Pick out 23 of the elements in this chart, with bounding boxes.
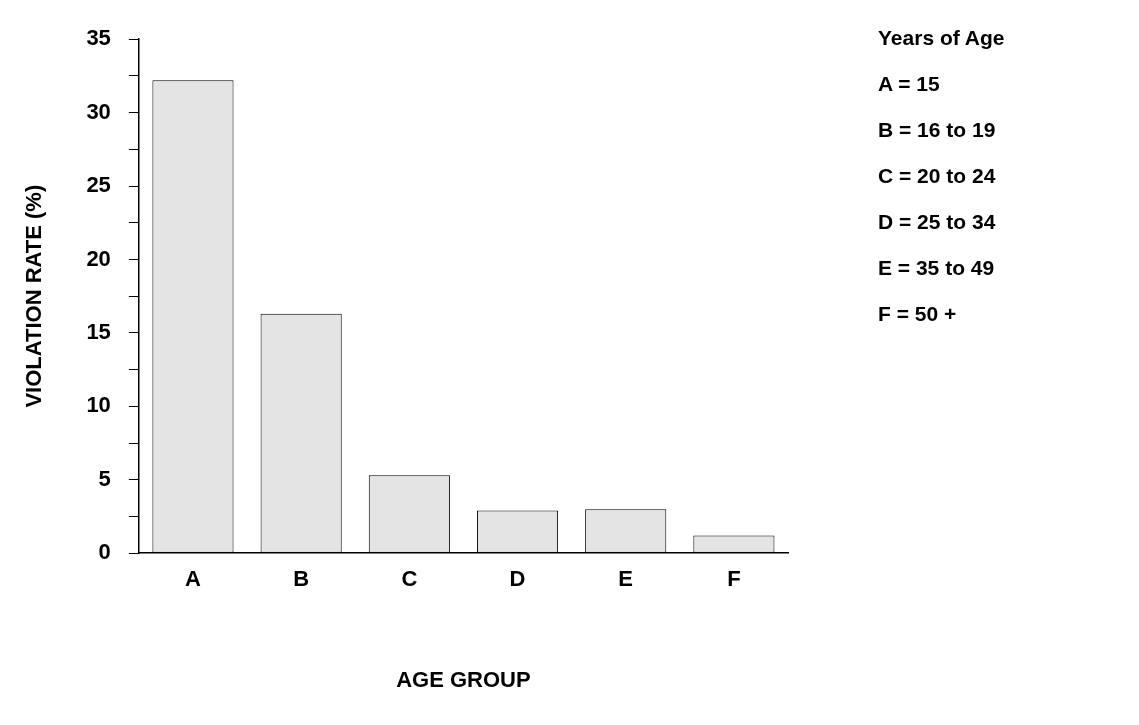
x-tick-label: C: [401, 566, 418, 592]
x-tick-label: E: [618, 566, 634, 592]
text: A = 15: [878, 72, 941, 96]
x-axis-title: AGE GROUP: [396, 666, 531, 692]
text: Years of Age: [878, 26, 1005, 50]
y-tick-label: 10: [86, 392, 111, 418]
text: F = 50 +: [878, 302, 958, 326]
y-tick-label: 20: [86, 245, 111, 271]
y-axis-title: VIOLATION RATE (%): [21, 184, 47, 408]
y-tick-label: 35: [86, 25, 111, 51]
text: D = 25 to 34: [878, 210, 997, 234]
x-tick-label: D: [509, 566, 526, 592]
y-tick-label: 0: [98, 539, 111, 565]
x-tick-label: A: [185, 566, 202, 592]
y-tick-label: 25: [86, 172, 111, 198]
text: E = 35 to 49: [878, 256, 996, 280]
y-tick-label: 5: [98, 465, 111, 491]
text: C = 20 to 24: [878, 164, 997, 188]
text: B = 16 to 19: [878, 118, 997, 142]
y-tick-label: 30: [86, 98, 111, 124]
y-tick-label: 15: [86, 318, 111, 344]
x-tick-label: F: [727, 566, 741, 592]
x-tick-label: B: [293, 566, 310, 592]
